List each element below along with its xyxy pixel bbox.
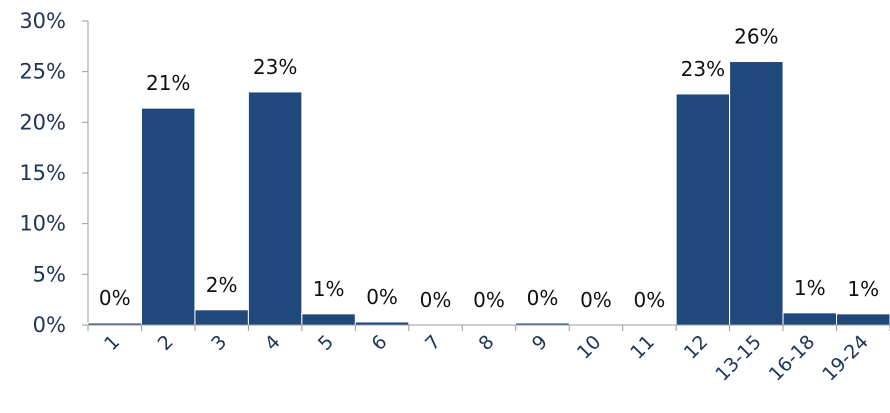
y-tick-label: 0%: [33, 313, 66, 337]
bar-5: [301, 313, 356, 326]
data-label-8: 0%: [473, 288, 505, 312]
data-label-19-24: 1%: [847, 277, 879, 301]
bar-13-15: [729, 61, 784, 326]
x-tick-label: 4: [261, 331, 285, 355]
y-tick-label: 5%: [33, 262, 66, 286]
x-tick-label: 1: [100, 331, 124, 355]
data-label-7: 0%: [420, 288, 452, 312]
y-tick-label: 20%: [19, 110, 66, 134]
data-label-6: 0%: [366, 285, 398, 309]
x-tick-label: 19-24: [818, 331, 873, 386]
data-labels: 0% 21% 2% 23% 1% 0% 0% 0% 0% 0% 0% 23% 26% 1% 1%: [99, 25, 879, 312]
data-label-3: 2%: [206, 273, 238, 297]
y-tick-label: 10%: [19, 212, 66, 236]
data-label-13-15: 26%: [734, 25, 778, 49]
x-tick-label: 13-15: [711, 331, 766, 386]
x-tick-label: 8: [474, 331, 498, 355]
bar-12: [675, 93, 731, 326]
y-tick-label: 30%: [19, 9, 66, 33]
x-tick-label: 5: [314, 331, 338, 355]
bar-3: [194, 309, 249, 326]
data-label-12: 23%: [681, 57, 725, 81]
y-tick-label: 25%: [19, 60, 66, 84]
x-tick-label: 3: [207, 331, 231, 355]
data-label-5: 1%: [313, 277, 345, 301]
y-tick-label: 15%: [19, 161, 66, 185]
x-tick-label: 2: [154, 331, 178, 355]
data-label-4: 23%: [253, 55, 297, 79]
data-label-10: 0%: [580, 288, 612, 312]
x-tick-label: 16-18: [765, 331, 820, 386]
data-label-1: 0%: [99, 286, 131, 310]
data-label-9: 0%: [527, 286, 559, 310]
x-tick-label: 10: [573, 331, 606, 364]
x-tick-label: 11: [626, 331, 659, 364]
data-label-2: 21%: [146, 71, 190, 95]
bar-19-24: [836, 313, 890, 326]
y-axis: 0% 5% 10% 15% 20% 25% 30%: [19, 9, 89, 337]
data-label-11: 0%: [634, 288, 666, 312]
x-tick-label: 6: [367, 331, 391, 355]
x-tick-label: 7: [421, 331, 445, 355]
bar-16-18: [782, 312, 838, 326]
bar-4: [247, 91, 303, 326]
x-tick-label: 9: [528, 331, 552, 355]
x-tick-label: 12: [680, 331, 713, 364]
data-label-16-18: 1%: [794, 276, 826, 300]
bar-2: [140, 107, 196, 326]
